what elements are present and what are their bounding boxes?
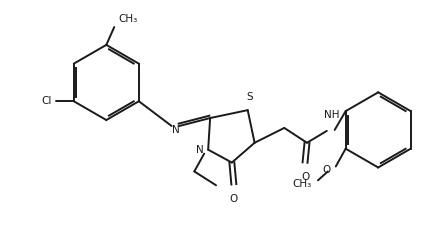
Text: Cl: Cl (42, 96, 52, 106)
Text: S: S (246, 92, 253, 102)
Text: O: O (230, 194, 238, 204)
Text: N: N (171, 125, 179, 135)
Text: N: N (196, 145, 204, 155)
Text: CH₃: CH₃ (118, 14, 137, 24)
Text: O: O (323, 165, 331, 175)
Text: NH: NH (324, 110, 339, 120)
Text: O: O (301, 173, 309, 183)
Text: CH₃: CH₃ (293, 179, 312, 189)
